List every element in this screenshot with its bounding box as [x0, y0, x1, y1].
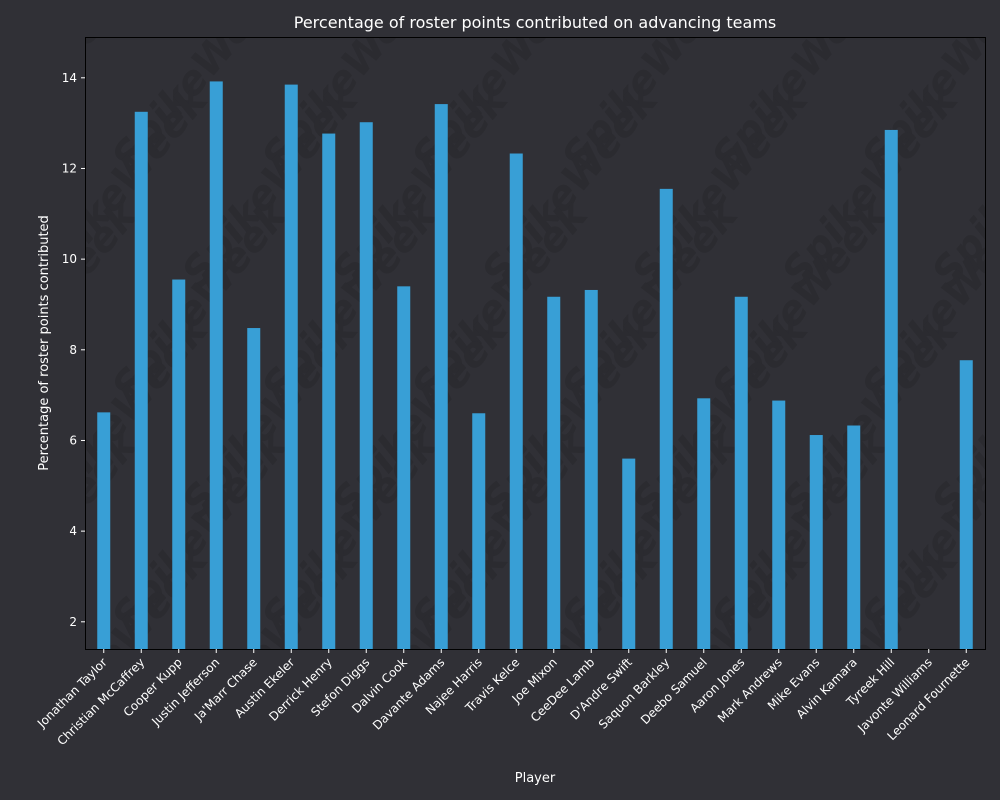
watermark-text: SpikeWeek	[23, 536, 218, 756]
bar	[959, 360, 973, 649]
y-tick-label: 6	[69, 433, 77, 447]
bar	[509, 153, 523, 650]
y-tick-label: 4	[69, 524, 77, 538]
bar	[584, 289, 598, 649]
bars	[97, 81, 973, 650]
bar	[284, 84, 298, 650]
bar	[734, 296, 748, 649]
bar	[97, 412, 111, 649]
y-axis: 2 4 6 8 10 12 14	[62, 71, 85, 629]
bar	[322, 133, 336, 649]
bar	[659, 188, 673, 649]
bar	[209, 81, 223, 650]
y-tick-label: 12	[62, 161, 77, 175]
x-axis-title: Player	[515, 771, 556, 786]
bar	[622, 458, 636, 649]
x-tick-label: Deebo Samuel	[638, 655, 710, 727]
x-tick-label: Mark Andrews	[715, 655, 785, 725]
bar	[884, 129, 898, 649]
bar	[697, 398, 711, 649]
bar	[247, 328, 261, 649]
bar	[547, 296, 561, 649]
plot-frame	[85, 37, 986, 650]
bar	[359, 122, 373, 649]
bar	[772, 400, 786, 649]
bar	[172, 279, 186, 649]
y-tick-label: 8	[69, 343, 77, 357]
y-axis-title: Percentage of roster points contributed	[37, 215, 52, 471]
x-tick-label: Justin Jefferson	[148, 655, 222, 729]
bar	[472, 413, 486, 649]
chart-title: Percentage of roster points contributed …	[294, 13, 777, 32]
y-tick-label: 10	[62, 252, 77, 266]
bar	[434, 104, 448, 650]
bar	[847, 425, 861, 649]
y-tick-label: 14	[62, 71, 77, 85]
y-tick-label: 2	[69, 615, 77, 629]
bar	[397, 286, 411, 649]
bar	[134, 111, 148, 650]
bar	[809, 435, 823, 649]
